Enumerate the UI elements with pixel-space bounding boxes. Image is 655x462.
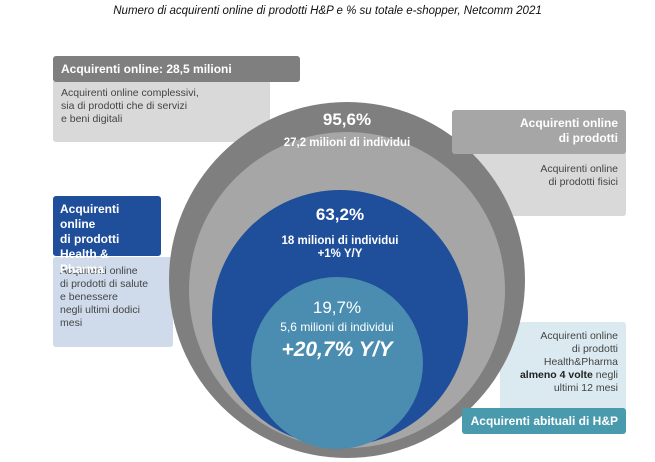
- ring3-text: 63,2% 18 milioni di individui +1% Y/Y: [240, 205, 440, 260]
- abituali-desc-line-3: Health&Pharma: [543, 356, 618, 368]
- hp-header-line-2: di prodotti: [60, 232, 120, 246]
- prodotti-header-line-1: Acquirenti online: [519, 116, 618, 130]
- abituali-desc-line-4: almeno 4 volte negli: [508, 369, 618, 382]
- hp-header-box: Acquirenti online di prodotti Health & P…: [53, 196, 161, 276]
- hp-desc-line-2: di prodotti di salute: [60, 278, 149, 290]
- hp-header-line-1: Acquirenti online: [60, 202, 120, 231]
- inner-percentage: 19,7%: [312, 298, 362, 317]
- ring2-text: 95,6% 27,2 milioni di individui: [247, 110, 447, 149]
- abituali-header-box: Acquirenti abituali di H&P: [462, 408, 626, 434]
- chart-title: Numero di acquirenti online di prodotti …: [113, 5, 542, 17]
- abituali-desc-line-2: di prodotti: [571, 343, 618, 355]
- online-desc-line-2: sia di prodotti che di servizi: [61, 100, 188, 112]
- online-desc-line-3: e beni digitali: [61, 113, 123, 125]
- online-desc-line-1: Acquirenti online complessivi,: [61, 87, 199, 99]
- online-description-box: Acquirenti online complessivi, sia di pr…: [53, 80, 270, 142]
- ring3-percentage: 63,2%: [315, 205, 365, 224]
- abituali-description-box: Acquirenti online di prodotti Health&Pha…: [500, 322, 626, 412]
- prodotti-header-box: Acquirenti online di prodotti: [452, 110, 626, 154]
- prodotti-desc-line-1: Acquirenti online: [540, 163, 618, 175]
- ring2-subtitle: 27,2 milioni di individui: [283, 137, 411, 149]
- online-header-label: Acquirenti online: 28,5 milioni: [61, 62, 232, 76]
- hp-desc-line-5: mesi: [60, 317, 83, 329]
- inner-growth: +20,7% Y/Y: [281, 338, 393, 361]
- online-header-box: Acquirenti online: 28,5 milioni: [53, 56, 300, 82]
- abituali-desc-after: negli: [592, 369, 618, 381]
- abituali-desc-bold: almeno 4 volte: [519, 369, 593, 381]
- abituali-desc-line-1: Acquirenti online: [540, 330, 618, 342]
- ring3-growth: +1% Y/Y: [317, 248, 363, 260]
- abituali-desc-line-5: ultimi 12 mesi: [553, 382, 618, 394]
- hp-description-box: Acquirenti online di prodotti di salute …: [53, 257, 173, 347]
- ring2-percentage: 95,6%: [322, 110, 372, 129]
- hp-desc-line-4: negli ultimi dodici: [60, 304, 140, 316]
- inner-text: 19,7% 5,6 milioni di individui +20,7% Y/…: [237, 298, 437, 362]
- ring3-subtitle: 18 milioni di individui: [281, 235, 399, 247]
- inner-circle: [251, 277, 423, 449]
- hp-desc-line-3: e benessere: [60, 291, 118, 303]
- hp-desc-line-1: Acquirenti online: [60, 265, 138, 277]
- inner-subtitle: 5,6 milioni di individui: [280, 320, 394, 334]
- prodotti-desc-line-2: di prodotti fisici: [548, 176, 618, 188]
- hp-header-line-3: Health & Pharma: [60, 247, 109, 276]
- abituali-header-label: Acquirenti abituali di H&P: [470, 414, 618, 428]
- prodotti-header-line-2: di prodotti: [558, 131, 618, 145]
